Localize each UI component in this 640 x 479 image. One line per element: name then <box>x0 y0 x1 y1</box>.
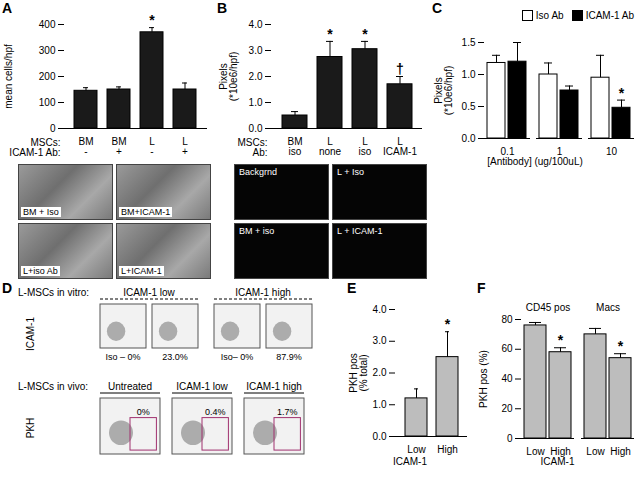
svg-text:20: 20 <box>501 403 513 414</box>
svg-text:Pixels(*10e6/hpf): Pixels(*10e6/hpf) <box>218 52 239 101</box>
svg-text:ICAM-1 high: ICAM-1 high <box>246 381 302 392</box>
html-text:BM + iso: BM + iso <box>239 226 275 236</box>
svg-text:ICAM-1 low: ICAM-1 low <box>123 287 175 298</box>
html-text:Backgrnd: Backgrnd <box>239 167 277 177</box>
svg-text:*: * <box>558 332 564 348</box>
svg-text:4.0: 4.0 <box>249 19 263 30</box>
svg-text:Pixels(*10e6/hpf): Pixels(*10e6/hpf) <box>433 66 454 115</box>
svg-text:4.0: 4.0 <box>373 304 387 315</box>
svg-text:1.7%: 1.7% <box>277 407 298 417</box>
svg-text:MSCs:: MSCs: <box>30 136 61 148</box>
html-text:L+ICAM-1: L+ICAM-1 <box>121 266 162 276</box>
svg-text:Untreated: Untreated <box>108 381 152 392</box>
svg-text:High: High <box>610 446 631 457</box>
svg-text:Liso: Liso <box>359 136 372 157</box>
svg-text:Iso– 0%: Iso– 0% <box>221 352 254 362</box>
svg-text:Ab:: Ab: <box>252 147 267 158</box>
svg-text:MSCs:: MSCs: <box>237 136 268 148</box>
svg-text:60: 60 <box>501 343 513 354</box>
svg-text:ICAM-1 Ab:: ICAM-1 Ab: <box>9 147 60 158</box>
svg-text:BMiso: BMiso <box>288 136 303 157</box>
svg-text:Macs: Macs <box>596 302 620 313</box>
svg-text:0.0: 0.0 <box>373 431 387 442</box>
html-text:Iso Ab: Iso Ab <box>535 10 564 21</box>
html-text:B: B <box>217 0 228 16</box>
svg-text:*: * <box>619 85 625 101</box>
svg-text:0.4%: 0.4% <box>205 407 226 417</box>
svg-text:0: 0 <box>507 433 513 444</box>
html-text:E: E <box>347 280 357 296</box>
html-text:ICAM-1: ICAM-1 <box>540 456 575 467</box>
svg-text:High: High <box>437 444 458 455</box>
html-text:A: A <box>2 0 13 16</box>
svg-text:0.1: 0.1 <box>501 146 515 157</box>
svg-text:2.0: 2.0 <box>249 71 263 82</box>
svg-text:BM-: BM- <box>79 136 94 157</box>
svg-text:*: * <box>618 338 624 354</box>
html-text:C: C <box>432 0 443 16</box>
svg-text:23.0%: 23.0% <box>162 352 188 362</box>
html-text:F: F <box>477 280 486 296</box>
svg-text:1.0: 1.0 <box>373 399 387 410</box>
svg-text:LICAM-1: LICAM-1 <box>383 136 417 157</box>
svg-text:ICAM-1: ICAM-1 <box>25 317 36 351</box>
svg-text:40: 40 <box>501 373 513 384</box>
svg-text:ICAM-1 low: ICAM-1 low <box>176 381 228 392</box>
svg-text:0.0: 0.0 <box>462 133 476 144</box>
html-text:L + ICAM-1: L + ICAM-1 <box>337 226 383 236</box>
svg-text:200: 200 <box>39 71 56 82</box>
svg-text:L-: L- <box>149 136 155 157</box>
svg-text:1.0: 1.0 <box>249 97 263 108</box>
svg-text:L-MSCs in vitro:: L-MSCs in vitro: <box>18 287 89 298</box>
svg-text:0.5: 0.5 <box>462 101 476 112</box>
svg-text:*: * <box>445 316 451 332</box>
svg-text:10: 10 <box>606 146 618 157</box>
html-text:BM+ICAM-1: BM+ICAM-1 <box>121 207 171 217</box>
svg-text:L+: L+ <box>182 136 188 157</box>
svg-text:PKH: PKH <box>25 418 36 439</box>
svg-text:100: 100 <box>39 97 56 108</box>
svg-text:Lnone: Lnone <box>319 136 342 157</box>
svg-text:87.9%: 87.9% <box>276 352 302 362</box>
svg-text:1.0: 1.0 <box>462 69 476 80</box>
svg-text:Iso – 0%: Iso – 0% <box>105 352 140 362</box>
svg-text:0: 0 <box>50 123 56 134</box>
svg-text:High: High <box>550 446 571 457</box>
svg-text:Low: Low <box>407 444 426 455</box>
html-text:L+iso Ab: L+iso Ab <box>23 266 58 276</box>
html-text:L + Iso: L + Iso <box>337 167 364 177</box>
svg-text:L-MSCs in vivo:: L-MSCs in vivo: <box>18 381 88 392</box>
svg-text:ICAM-1 high: ICAM-1 high <box>235 287 291 298</box>
svg-text:0%: 0% <box>137 407 150 417</box>
svg-text:*: * <box>327 26 333 42</box>
svg-text:300: 300 <box>39 45 56 56</box>
svg-text:mean cells/hpf: mean cells/hpf <box>3 44 14 109</box>
svg-text:1.5: 1.5 <box>462 37 476 48</box>
svg-text:*: * <box>362 26 368 42</box>
svg-text:PKH pos (%): PKH pos (%) <box>478 350 489 408</box>
svg-text:3.0: 3.0 <box>249 45 263 56</box>
svg-text:†: † <box>396 61 404 77</box>
svg-text:*: * <box>149 12 155 28</box>
svg-text:1: 1 <box>557 146 563 157</box>
svg-text:BM+: BM+ <box>112 136 127 157</box>
html-text:ICAM-1 Ab: ICAM-1 Ab <box>585 10 634 21</box>
svg-text:PKH pos(% total): PKH pos(% total) <box>348 353 369 392</box>
svg-text:3.0: 3.0 <box>373 335 387 346</box>
svg-text:0.0: 0.0 <box>249 123 263 134</box>
html-text:BM + Iso: BM + Iso <box>23 207 59 217</box>
svg-text:80: 80 <box>501 314 513 325</box>
svg-text:2.0: 2.0 <box>373 367 387 378</box>
svg-text:Low: Low <box>526 446 545 457</box>
html-text:[Antibody] (ug/100uL): [Antibody] (ug/100uL) <box>487 156 583 167</box>
svg-text:CD45 pos: CD45 pos <box>526 302 570 313</box>
svg-text:400: 400 <box>39 19 56 30</box>
html-text:D: D <box>2 280 13 296</box>
svg-text:Low: Low <box>586 446 605 457</box>
html-text:ICAM-1: ICAM-1 <box>393 456 427 467</box>
